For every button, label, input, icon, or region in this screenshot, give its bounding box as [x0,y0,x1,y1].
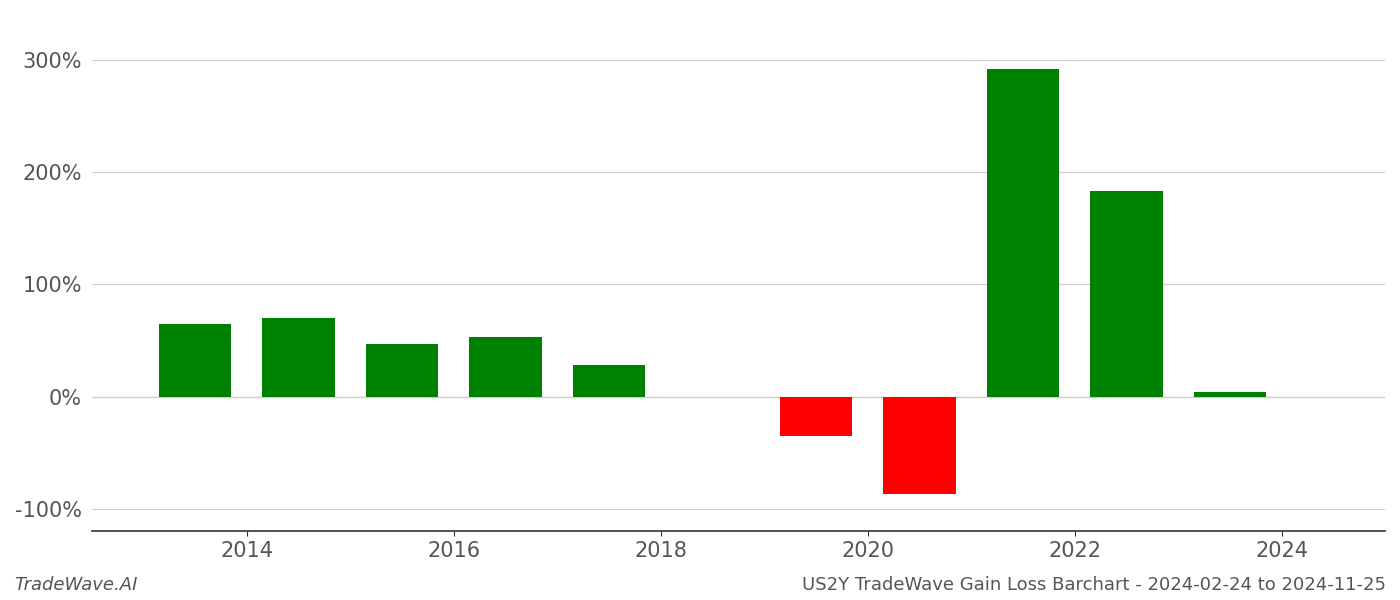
Bar [1091,191,1162,397]
Bar [469,337,542,397]
Bar [883,397,956,494]
Bar [987,69,1058,397]
Bar [573,365,645,397]
Bar [365,344,438,397]
Bar [160,323,231,397]
Text: TradeWave.AI: TradeWave.AI [14,576,137,594]
Bar [1194,392,1266,397]
Bar [780,397,853,436]
Text: US2Y TradeWave Gain Loss Barchart - 2024-02-24 to 2024-11-25: US2Y TradeWave Gain Loss Barchart - 2024… [802,576,1386,594]
Bar [262,318,335,397]
